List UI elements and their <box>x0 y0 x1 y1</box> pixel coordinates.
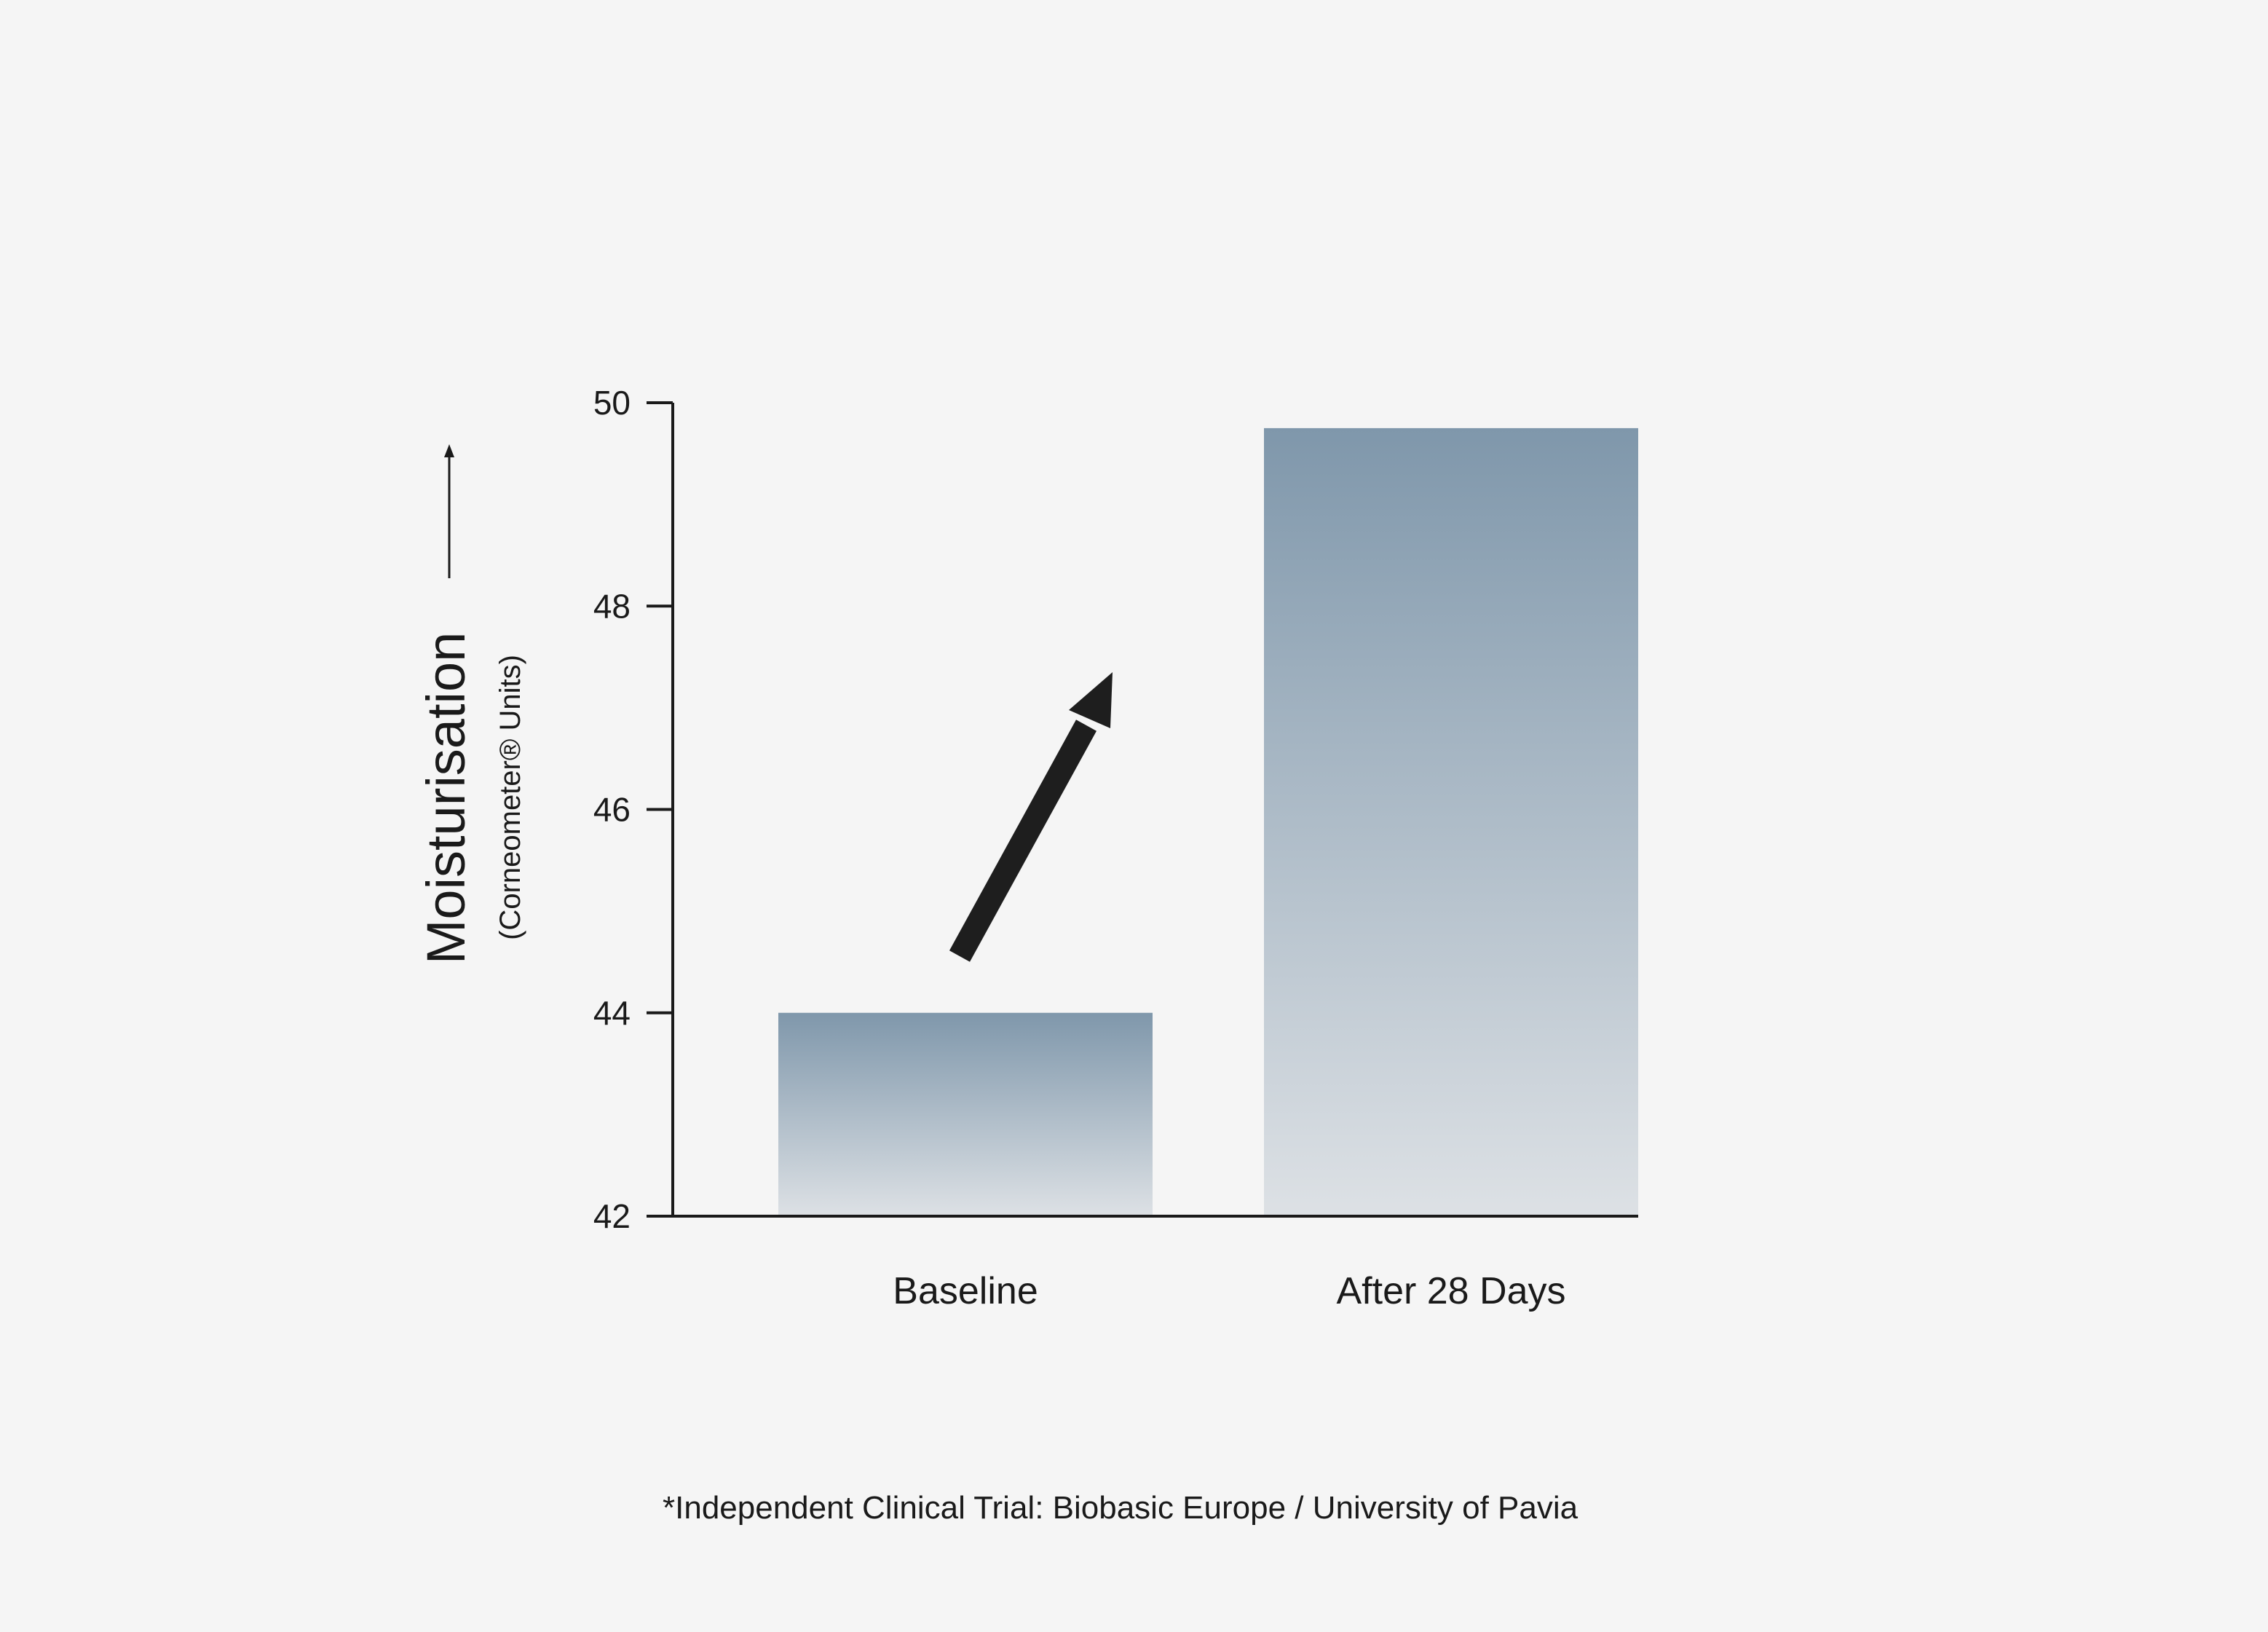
bar-after-28-days <box>1264 427 1638 1216</box>
bar-baseline <box>778 1012 1153 1216</box>
y-tick-label: 46 <box>593 791 631 829</box>
y-tick-label: 42 <box>593 1197 631 1235</box>
increase-arrow-icon <box>949 672 1113 962</box>
y-axis-title: Moisturisation <box>416 632 476 965</box>
y-axis-direction-arrow-icon <box>444 444 454 578</box>
bars-group <box>778 427 1638 1216</box>
y-axis-subtitle: (Corneometer® Units) <box>494 655 526 940</box>
x-axis-labels: Baseline After 28 Days <box>893 1270 1565 1312</box>
y-tick-label: 48 <box>593 587 631 625</box>
y-axis: 42 44 46 48 50 <box>593 384 1638 1235</box>
x-category-label: After 28 Days <box>1336 1270 1565 1312</box>
y-tick-label: 50 <box>593 384 631 422</box>
x-category-label: Baseline <box>893 1270 1038 1312</box>
y-tick-label: 44 <box>593 994 631 1032</box>
footnote: *Independent Clinical Trial: Biobasic Eu… <box>663 1490 1578 1526</box>
